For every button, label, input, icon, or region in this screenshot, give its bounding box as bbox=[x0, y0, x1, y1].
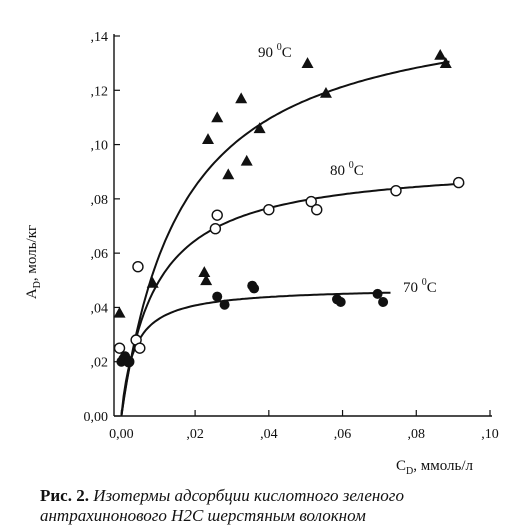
svg-text:AD, моль/кг: AD, моль/кг bbox=[24, 225, 43, 299]
data-point-filled-circle bbox=[372, 288, 383, 299]
x-tick-label: ,04 bbox=[260, 427, 278, 442]
data-point-open-circle bbox=[390, 185, 402, 197]
data-point-open-circle bbox=[113, 342, 126, 354]
data-point-triangle bbox=[235, 92, 248, 104]
y-axis-title-rest: , моль/кг bbox=[24, 225, 40, 281]
data-point-filled-circle bbox=[335, 297, 346, 307]
data-point-triangle bbox=[240, 154, 253, 166]
y-tick-label: ,04 bbox=[91, 301, 109, 316]
y-tick-label: ,14 bbox=[91, 30, 109, 45]
y-tick-label: ,08 bbox=[91, 193, 109, 208]
y-tick-label: ,06 bbox=[91, 247, 109, 262]
data-point-open-circle bbox=[211, 209, 223, 221]
data-point-triangle bbox=[198, 266, 211, 277]
fitted-curve-1 bbox=[120, 60, 450, 417]
x-axis-title-main: C bbox=[396, 458, 406, 474]
data-point-open-circle bbox=[263, 204, 275, 216]
data-point-open-circle bbox=[452, 176, 465, 189]
y-axis-title: AD, моль/кг bbox=[24, 225, 43, 299]
data-point-triangle bbox=[319, 87, 332, 98]
series-label-1: 90 0C bbox=[258, 42, 292, 61]
data-point-triangle bbox=[200, 274, 213, 286]
data-point-triangle bbox=[253, 122, 266, 134]
x-tick-label: ,10 bbox=[481, 427, 499, 442]
data-point-open-circle bbox=[305, 195, 317, 208]
x-axis-title-sub: D bbox=[406, 466, 413, 477]
series-label-3: 70 0C bbox=[403, 277, 437, 296]
caption-text: Изотермы адсорбции кислотного зеленого а… bbox=[40, 486, 404, 525]
y-axis-title-sub: D bbox=[32, 281, 43, 288]
data-point-triangle bbox=[301, 57, 314, 68]
series-label-2: 80 0C bbox=[330, 160, 364, 179]
data-point-filled-circle bbox=[219, 299, 230, 310]
data-point-triangle bbox=[222, 168, 235, 180]
x-tick-label: ,06 bbox=[334, 427, 352, 442]
y-tick-label: ,10 bbox=[91, 139, 109, 154]
y-tick-label: 0,00 bbox=[84, 410, 109, 425]
figure-caption: Рис. 2. Изотермы адсорбции кислотного зе… bbox=[40, 486, 520, 526]
y-axis-title-main: A bbox=[24, 288, 40, 299]
data-point-triangle bbox=[439, 57, 452, 68]
data-point-triangle bbox=[113, 306, 126, 318]
x-tick-label: 0,00 bbox=[109, 427, 134, 442]
x-tick-label: ,08 bbox=[408, 427, 426, 442]
y-tick-label: ,02 bbox=[91, 356, 109, 371]
data-point-triangle bbox=[146, 277, 159, 288]
fitted-curve-3 bbox=[120, 291, 391, 417]
y-tick-label: ,12 bbox=[91, 84, 109, 99]
data-point-filled-circle bbox=[249, 283, 260, 294]
data-point-open-circle bbox=[132, 261, 144, 273]
data-point-open-circle bbox=[134, 342, 146, 354]
data-point-triangle bbox=[434, 49, 447, 60]
data-point-filled-circle bbox=[123, 356, 134, 367]
data-point-triangle bbox=[202, 133, 214, 144]
data-point-open-circle bbox=[311, 204, 323, 216]
fitted-curve-2 bbox=[120, 182, 465, 417]
data-point-triangle bbox=[211, 111, 224, 123]
data-point-open-circle bbox=[209, 223, 222, 235]
x-axis-title-rest: , ммоль/л bbox=[413, 458, 473, 474]
x-axis-title: CD, ммоль/л bbox=[396, 458, 474, 477]
data-point-filled-circle bbox=[378, 297, 389, 307]
data-point-filled-circle bbox=[212, 291, 223, 302]
caption-lead: Рис. 2. bbox=[40, 486, 89, 505]
x-tick-label: ,02 bbox=[186, 427, 204, 442]
